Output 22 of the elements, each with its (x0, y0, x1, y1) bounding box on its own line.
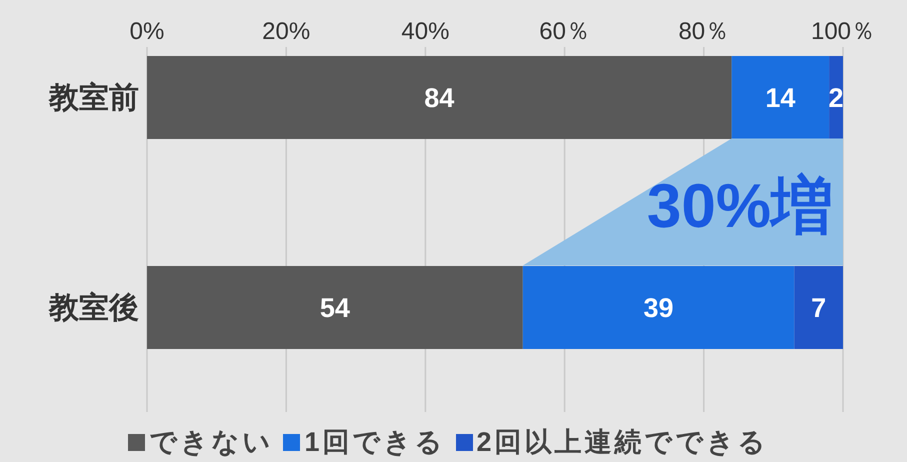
data-label: 2 (828, 83, 844, 114)
bar (147, 266, 523, 349)
y-tick-label: 教室後 (48, 290, 139, 325)
data-label: 14 (765, 83, 796, 114)
x-tick-label: 40% (401, 18, 450, 45)
legend-label: 1回できる (303, 427, 446, 457)
bar (147, 56, 732, 139)
x-tick-label: 20% (262, 18, 310, 45)
y-tick-label: 教室前 (48, 80, 139, 115)
data-label: 84 (424, 83, 454, 114)
legend-label: 2回以上連続でできる (476, 427, 769, 457)
bar (732, 56, 830, 139)
x-tick-label: 60％ (539, 18, 590, 45)
x-tick-label: 80％ (678, 18, 730, 45)
x-tick-label: 0% (130, 18, 164, 45)
x-tick-label: 100％ (810, 18, 876, 45)
data-label: 54 (320, 293, 350, 324)
data-label: 7 (811, 293, 826, 324)
legend-label: できない (148, 427, 274, 457)
data-label: 39 (644, 293, 674, 324)
bar (794, 266, 843, 349)
annotation: 30%増 (646, 172, 833, 241)
